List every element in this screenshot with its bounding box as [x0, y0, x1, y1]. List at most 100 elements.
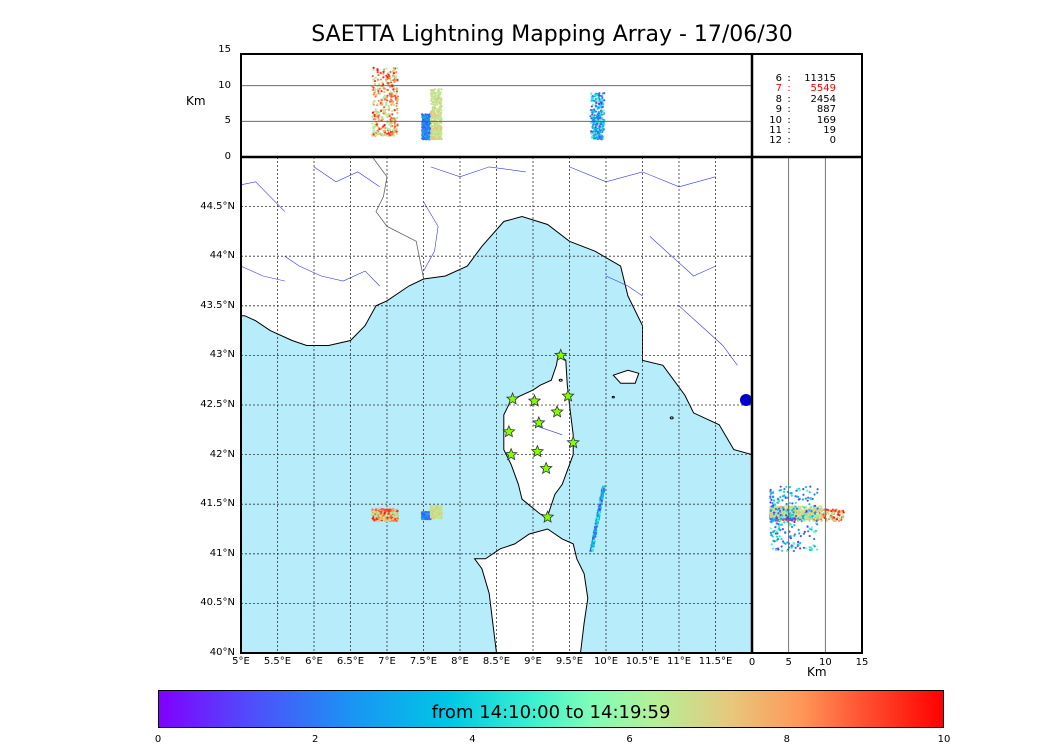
lightning-source [597, 112, 601, 115]
lma-station-star [532, 415, 546, 429]
lightning-source [591, 97, 594, 100]
lightning-source [598, 121, 601, 124]
lightning-source [602, 487, 605, 491]
latitude-tick-label: 44.5°N [200, 200, 235, 212]
lightning-source [778, 509, 782, 513]
lightning-source [801, 498, 805, 501]
lightning-source [807, 496, 810, 499]
lightning-source [780, 545, 783, 548]
lightning-source [596, 128, 600, 132]
lightning-source [592, 127, 595, 130]
longitude-tick-label: 10°E [593, 656, 619, 667]
lightning-source [592, 123, 595, 126]
right-x-axis-unit: Km [807, 665, 827, 679]
lightning-source [382, 96, 386, 99]
station-count-row: 8: 2454 [756, 94, 858, 105]
lightning-source [384, 104, 388, 107]
lightning-source [372, 93, 375, 96]
lightning-source [816, 514, 819, 517]
lightning-source [373, 123, 377, 126]
lightning-source [381, 81, 384, 84]
lightning-source [432, 110, 436, 113]
lightning-source [391, 110, 394, 113]
lightning-source [378, 128, 381, 131]
lightning-source [786, 511, 789, 514]
lma-station-star [566, 435, 580, 449]
lightning-source [396, 109, 399, 112]
lightning-source [784, 496, 787, 500]
lightning-source [371, 508, 374, 511]
lightning-source [789, 537, 792, 540]
lightning-source [383, 94, 387, 97]
altitude-tick-label: 10 [218, 79, 231, 91]
lightning-source [379, 92, 382, 95]
lightning-source [377, 118, 381, 122]
lightning-source [596, 98, 600, 101]
lightning-source [438, 507, 442, 511]
lightning-source [382, 516, 386, 519]
lightning-source [386, 116, 389, 119]
longitude-tick-label: 8°E [451, 656, 469, 667]
lightning-source [436, 101, 439, 104]
lightning-source [384, 97, 387, 100]
lightning-source [779, 528, 782, 532]
lightning-source [427, 114, 431, 117]
lightning-source [791, 502, 794, 505]
lightning-source [372, 68, 375, 71]
lightning-source [775, 517, 779, 520]
lightning-source [439, 117, 442, 120]
lightning-source [808, 491, 811, 494]
station-count-cell: 19 [823, 125, 836, 137]
lightning-source [373, 78, 376, 81]
lightning-source [769, 527, 772, 530]
lightning-source [778, 507, 781, 510]
lightning-source [392, 72, 395, 75]
lightning-source [784, 516, 787, 519]
lightning-source [394, 79, 397, 82]
lightning-source [601, 124, 605, 127]
lightning-source [396, 124, 399, 127]
lightning-source [591, 135, 594, 138]
lightning-source [372, 510, 375, 513]
lightning-source [785, 549, 789, 552]
lightning-source [385, 113, 388, 116]
lightning-source [769, 531, 773, 534]
lightning-source [837, 513, 840, 516]
lightning-source [387, 512, 390, 516]
lightning-source [596, 134, 599, 137]
lightning-source [395, 130, 398, 133]
lightning-source [386, 121, 389, 124]
longitude-tick-label: 9°E [524, 656, 542, 667]
lightning-source [393, 509, 397, 512]
lightning-source [439, 100, 442, 103]
lightning-source [376, 510, 379, 513]
lightning-source [597, 102, 601, 105]
lightning-source [379, 71, 382, 75]
lightning-source [378, 83, 381, 86]
lightning-source [387, 104, 390, 107]
lightning-source [790, 525, 794, 529]
lightning-source [775, 539, 778, 542]
lightning-source [595, 93, 598, 96]
lightning-source [592, 121, 596, 124]
lightning-source [424, 132, 427, 135]
lma-station-star [527, 393, 542, 407]
lightning-source [808, 527, 811, 530]
lightning-source [775, 548, 778, 551]
lightning-source [597, 106, 600, 109]
lightning-source [816, 548, 819, 551]
lightning-source [792, 507, 795, 510]
lightning-source [429, 88, 433, 92]
lightning-source [421, 113, 424, 116]
lightning-source [385, 508, 389, 511]
lightning-source [840, 512, 843, 515]
lightning-source [373, 129, 376, 132]
lightning-source [389, 130, 392, 134]
lightning-source [387, 113, 390, 116]
lightning-source [594, 105, 597, 108]
lightning-source [790, 513, 793, 516]
station-count-cell: : [787, 83, 791, 95]
lightning-source [396, 111, 399, 115]
lightning-source [591, 547, 595, 550]
